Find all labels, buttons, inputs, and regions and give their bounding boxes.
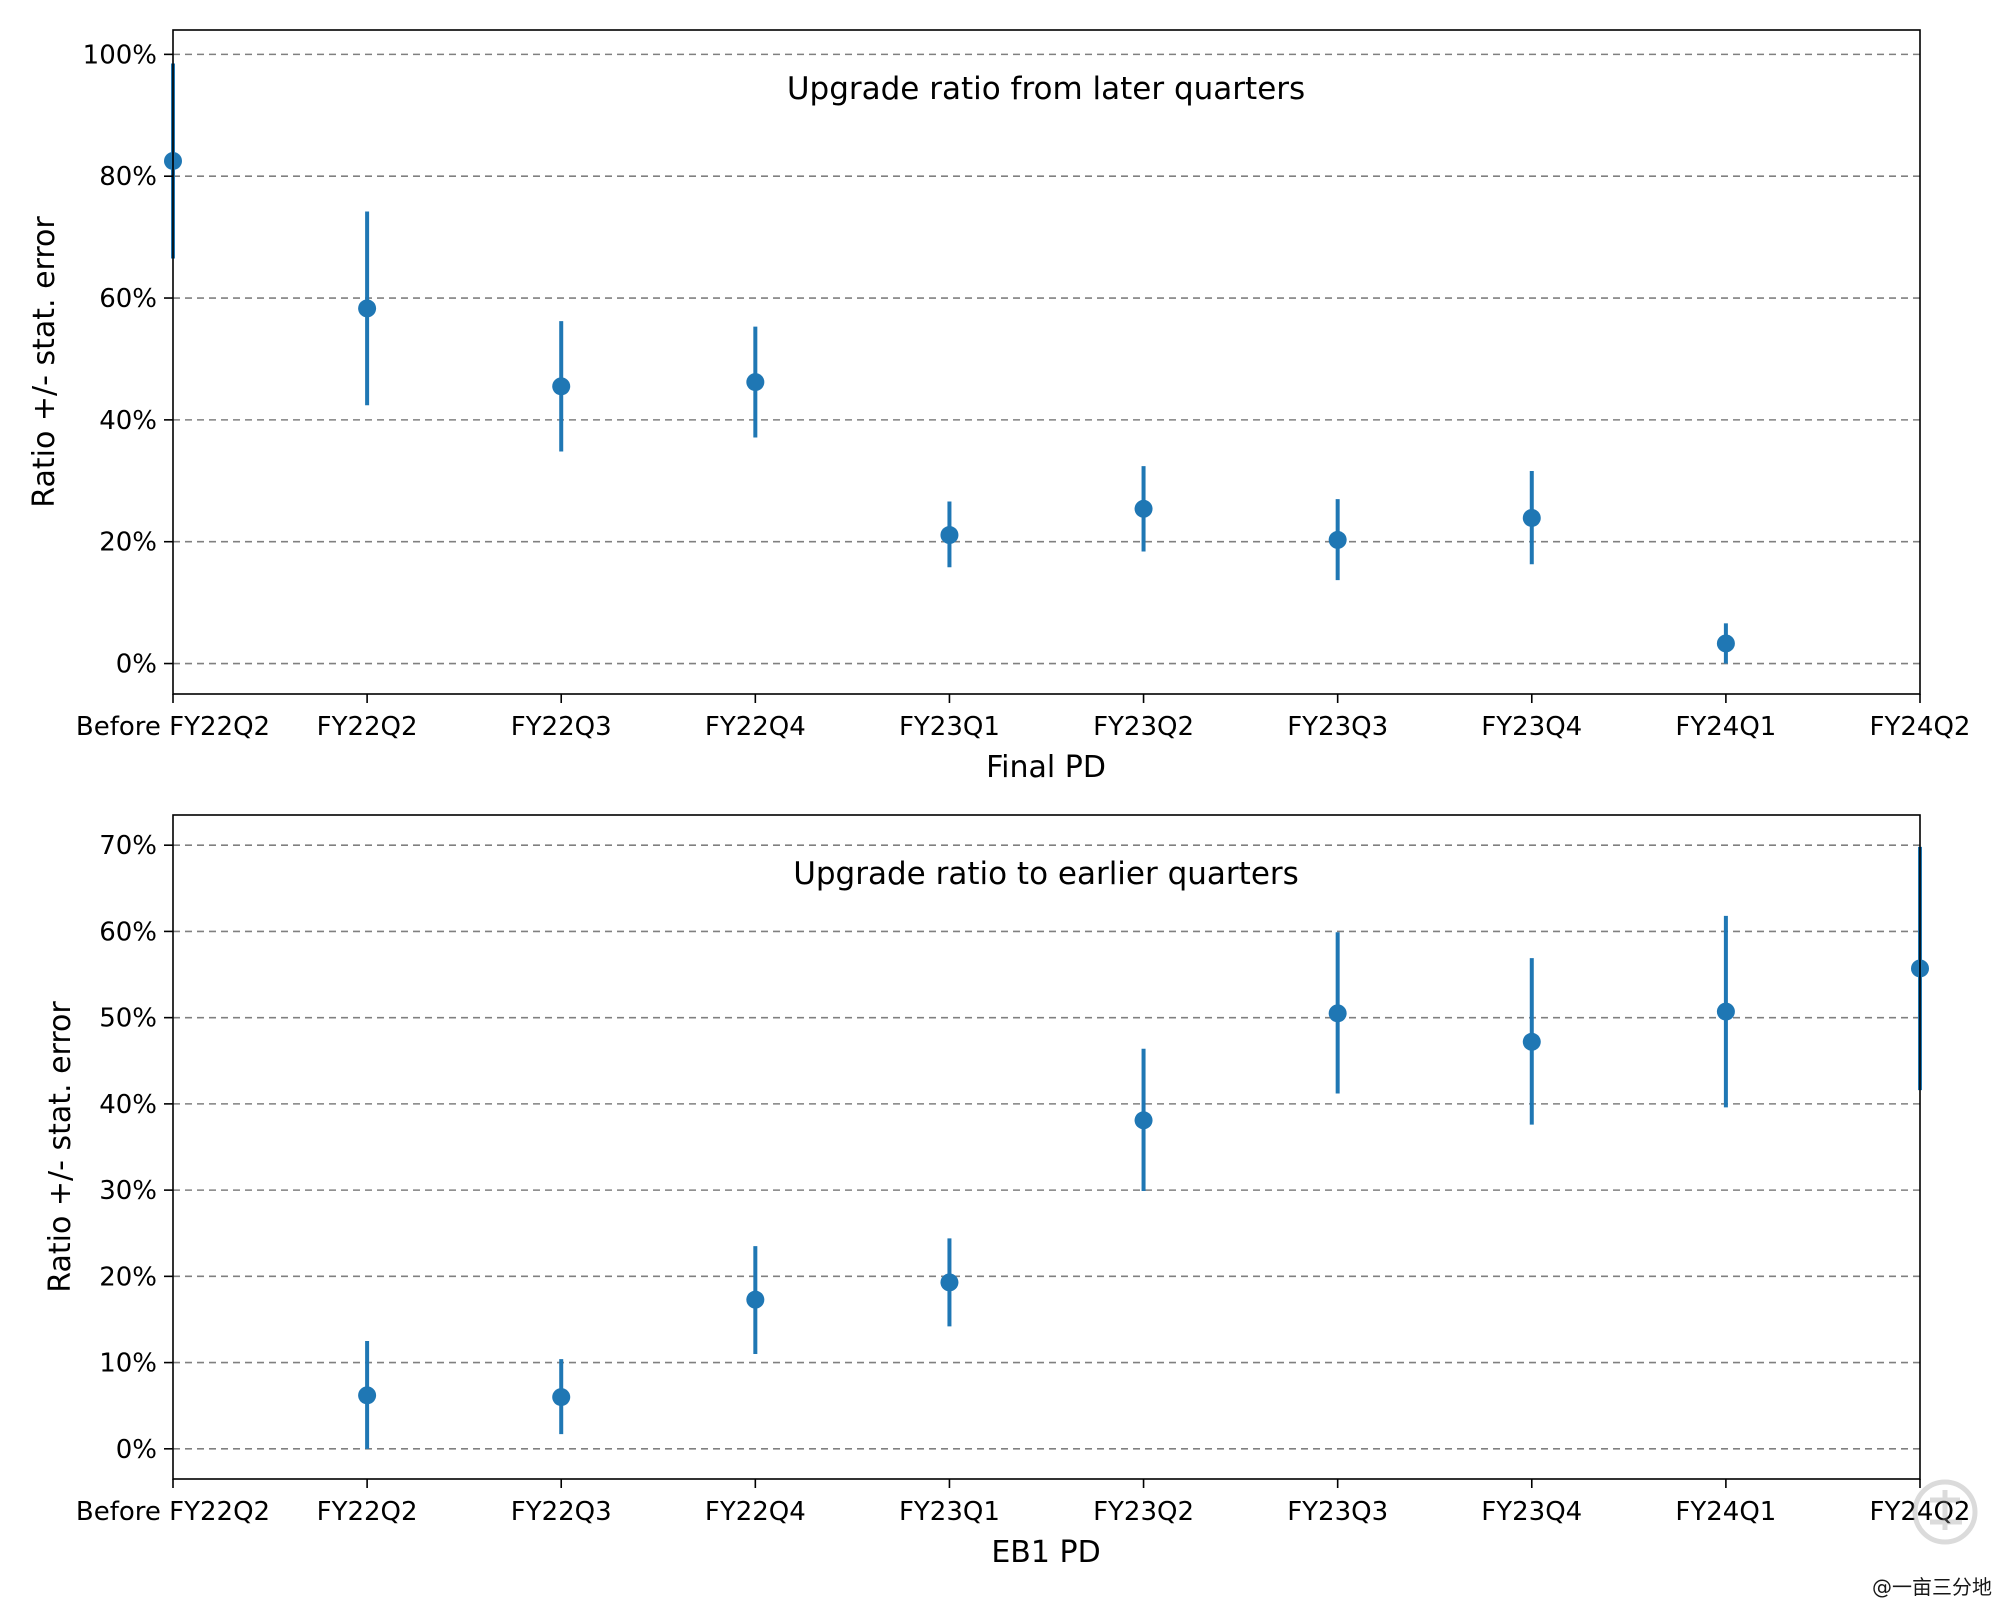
x-tick-label: FY23Q4 [1481,712,1582,742]
y-tick-label: 40% [99,1090,157,1120]
data-point [746,1290,765,1309]
y-gridlines [173,53,1920,665]
x-tick-label: FY23Q4 [1481,1497,1582,1527]
x-tick-label: FY24Q1 [1675,712,1776,742]
y-tick-label: 60% [99,284,157,314]
y-gridlines [173,844,1920,1450]
y-tick-label: 30% [99,1176,157,1206]
y-tick-label: 70% [99,831,157,861]
data-point [552,377,571,396]
data-point [1328,530,1347,549]
y-tick-label: 20% [99,528,157,558]
x-tick-label: Before FY22Q2 [76,1497,270,1527]
chart-upgrade-from-later: Before FY22Q2 FY22Q2 FY22Q3 FY22Q4 FY23Q1 FY2… [27,29,1971,785]
x-tick-label: FY23Q1 [899,712,1000,742]
data-point [358,1386,377,1405]
data-point [1134,499,1153,518]
chart-title: Upgrade ratio from later quarters [787,71,1305,107]
data-point [940,526,959,545]
x-tick-label: FY23Q2 [1093,712,1194,742]
error-bars [171,63,1728,664]
plot-frame [172,29,1921,695]
data-point [1134,1111,1153,1130]
y-axis-ticks: 0% 20% 40% 60% 80% 100% [83,40,173,680]
x-axis-ticks: Before FY22Q2 FY22Q2 FY22Q3 FY22Q4 FY23Q1 FY2… [76,694,1971,742]
y-tick-label: 0% [116,1435,157,1465]
y-tick-label: 100% [83,40,157,70]
data-point [358,299,377,318]
data-point [1716,634,1735,653]
x-tick-label: FY24Q1 [1675,1497,1776,1527]
y-tick-label: 20% [99,1262,157,1292]
x-tick-label: FY22Q2 [317,712,418,742]
y-tick-label: 40% [99,406,157,436]
y-tick-label: 0% [116,650,157,680]
x-tick-label: FY22Q4 [705,1497,806,1527]
x-axis-label: EB1 PD [991,1535,1100,1570]
x-axis-label: Final PD [986,750,1106,785]
y-tick-label: 80% [99,162,157,192]
x-tick-label: FY23Q1 [899,1497,1000,1527]
x-tick-label: FY24Q2 [1870,1497,1971,1527]
data-points [164,151,1735,653]
y-axis-ticks: 0% 10% 20% 30% 40% 50% 60% 70% [99,831,173,1465]
data-point [1716,1002,1735,1021]
data-point [1328,1004,1347,1023]
data-point [1522,508,1541,527]
chart-upgrade-to-earlier: Before FY22Q2 FY22Q2 FY22Q3 FY22Q4 FY23Q1 FY2… [43,814,1971,1570]
x-tick-label: FY22Q2 [317,1497,418,1527]
y-tick-label: 60% [99,917,157,947]
y-tick-label: 10% [99,1349,157,1379]
data-point [746,373,765,392]
y-tick-label: 50% [99,1004,157,1034]
x-tick-label: FY23Q2 [1093,1497,1194,1527]
y-axis-label: Ratio +/- stat. error [27,216,62,508]
x-axis-ticks: Before FY22Q2 FY22Q2 FY22Q3 FY22Q4 FY23Q1 FY2… [76,1479,1971,1527]
x-tick-label: FY23Q3 [1287,1497,1388,1527]
x-tick-label: FY22Q3 [511,1497,612,1527]
x-tick-label: FY22Q3 [511,712,612,742]
data-point [552,1388,571,1407]
x-tick-label: FY24Q2 [1870,712,1971,742]
watermark-text: @一亩三分地 [1872,1575,1992,1599]
x-tick-label: Before FY22Q2 [76,712,270,742]
x-tick-label: FY22Q4 [705,712,806,742]
x-tick-label: FY23Q3 [1287,712,1388,742]
chart-title: Upgrade ratio to earlier quarters [793,856,1299,892]
data-point [940,1273,959,1292]
plot-frame [172,814,1921,1480]
data-points [358,959,1929,1407]
error-bars [365,846,1922,1449]
y-axis-label: Ratio +/- stat. error [43,1001,78,1293]
data-point [1522,1032,1541,1051]
watermark-logo [1912,1479,1978,1545]
